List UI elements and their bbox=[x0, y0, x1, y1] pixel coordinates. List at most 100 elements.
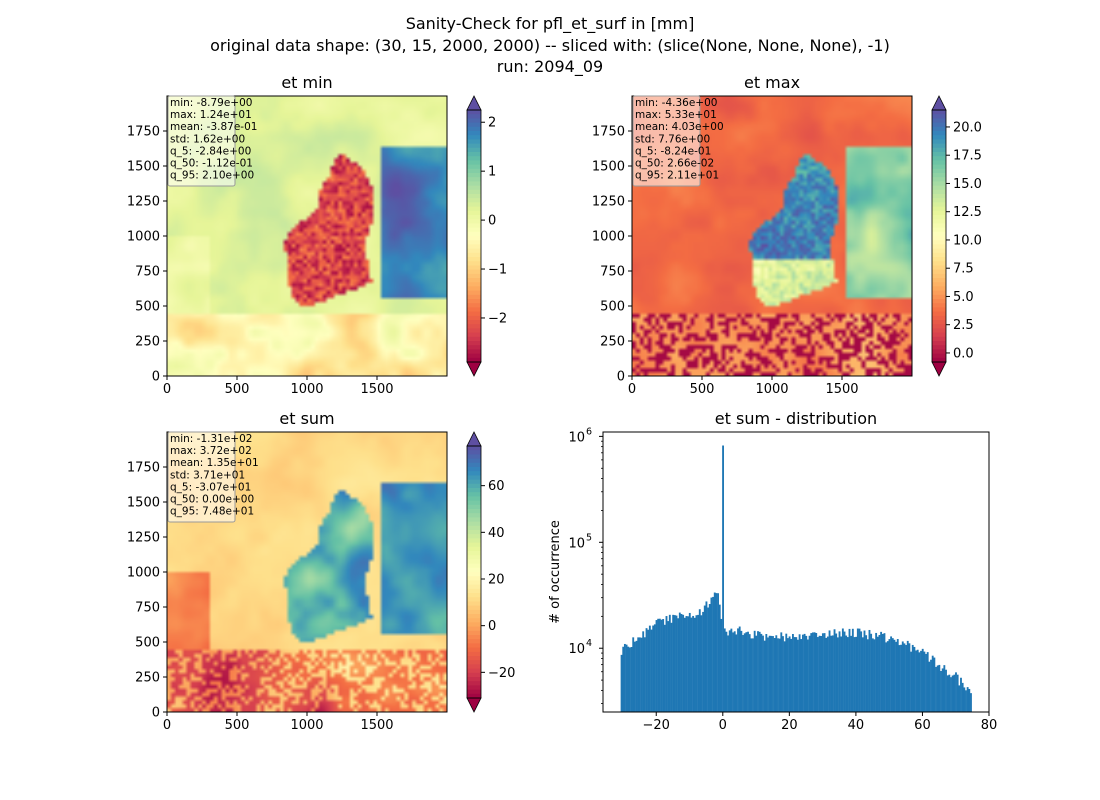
histogram-bar bbox=[763, 640, 766, 712]
stat-line: q_95: 2.11e+01 bbox=[635, 170, 719, 182]
y-tick-label: 750 bbox=[135, 601, 160, 616]
colorbar-segment bbox=[467, 160, 481, 166]
colorbar-tick-label: −1 bbox=[488, 263, 507, 278]
colorbar-segment bbox=[932, 357, 946, 363]
histogram-bar bbox=[765, 634, 768, 712]
colorbar-segment bbox=[932, 139, 946, 145]
colorbar-segment bbox=[467, 332, 481, 338]
colorbar-segment bbox=[467, 618, 481, 623]
colorbar-segment bbox=[467, 677, 481, 682]
y-axis-label: # of occurrence bbox=[548, 520, 563, 624]
histogram-bar bbox=[787, 638, 789, 712]
colorbar-segment bbox=[467, 118, 481, 124]
histogram-bar bbox=[628, 647, 631, 712]
histogram-bar bbox=[788, 636, 791, 712]
histogram-bar bbox=[732, 632, 734, 712]
histogram-bar bbox=[713, 592, 716, 712]
histogram-bar bbox=[965, 690, 967, 712]
x-axis: 0 500 1000 1500 bbox=[163, 712, 394, 733]
histogram-bar bbox=[755, 635, 758, 712]
histogram-bar bbox=[705, 601, 708, 712]
colorbar-segment bbox=[467, 467, 481, 472]
histogram-bar bbox=[757, 631, 759, 712]
histogram-bar bbox=[900, 644, 903, 712]
colorbar-segment bbox=[932, 244, 946, 250]
histogram-bar bbox=[778, 638, 781, 712]
histogram-bar bbox=[873, 639, 876, 712]
colorbar-segment bbox=[932, 135, 946, 140]
histogram-bar bbox=[955, 672, 957, 712]
histogram-bar bbox=[920, 650, 922, 712]
colorbar-segment bbox=[932, 126, 946, 132]
histogram-bar bbox=[916, 649, 919, 712]
histogram-bar bbox=[891, 638, 894, 712]
colorbar-segment bbox=[467, 483, 481, 489]
y-tick-label: 1000 bbox=[127, 230, 160, 245]
stats-box-bg bbox=[632, 95, 701, 187]
histogram-bar bbox=[687, 616, 690, 712]
y-axis: 0 250 500 750 1000 1250 1500 1750 bbox=[127, 461, 167, 721]
colorbar-segment bbox=[467, 328, 481, 334]
histogram-bar bbox=[893, 639, 896, 712]
histogram-bar bbox=[958, 685, 961, 712]
colorbar-segment bbox=[467, 349, 481, 355]
histogram-bar bbox=[667, 621, 670, 712]
colorbar-tick-label: 0 bbox=[488, 619, 496, 634]
colorbar-extend-max bbox=[931, 95, 947, 111]
histogram-bar bbox=[718, 604, 721, 712]
colorbar-segment bbox=[932, 269, 946, 275]
colorbar-segment bbox=[932, 164, 946, 170]
colorbar-frame bbox=[931, 109, 947, 363]
colorbar-segment bbox=[932, 282, 946, 287]
histogram-bar bbox=[777, 638, 779, 712]
colorbar-segment bbox=[467, 315, 481, 321]
histogram-bar bbox=[921, 648, 924, 712]
histogram-bar bbox=[815, 632, 818, 712]
histogram-bar bbox=[655, 620, 658, 712]
colorbar-segment bbox=[932, 202, 946, 208]
histogram-bar bbox=[826, 636, 829, 712]
colorbar-segment bbox=[932, 122, 946, 128]
histogram-bar bbox=[895, 641, 898, 712]
colorbar-segment bbox=[467, 601, 481, 607]
histogram-bar bbox=[695, 615, 698, 712]
y-tick-label: 1250 bbox=[592, 195, 625, 210]
histogram-bar bbox=[800, 639, 803, 712]
histogram-bar bbox=[923, 651, 926, 712]
colorbar-tick-label: 2 bbox=[488, 116, 496, 131]
histogram-bar bbox=[855, 636, 858, 712]
histogram-bar bbox=[637, 637, 640, 712]
colorbar-segment bbox=[932, 336, 946, 342]
histogram-bar bbox=[936, 665, 939, 712]
x-tick-label: 0 bbox=[163, 382, 171, 397]
y-tick-label: 750 bbox=[135, 265, 160, 280]
histogram-bar bbox=[833, 629, 836, 712]
colorbar-segment bbox=[467, 139, 481, 145]
colorbar-segment bbox=[467, 542, 481, 548]
y-tick-label: 1500 bbox=[592, 160, 625, 175]
colorbar-segment bbox=[467, 450, 481, 455]
colorbar-segment bbox=[932, 248, 946, 254]
colorbar-segment bbox=[467, 341, 481, 346]
histogram-bar bbox=[738, 626, 741, 712]
colorbar-segment bbox=[932, 311, 946, 317]
histogram-bar bbox=[870, 633, 873, 712]
colorbar-segment bbox=[932, 252, 946, 258]
colorbar-segment bbox=[467, 257, 481, 262]
colorbar-segment bbox=[467, 509, 481, 514]
colorbar-segment bbox=[932, 345, 946, 350]
colorbar-segment bbox=[932, 198, 946, 203]
figure-title-line-1: Sanity-Check for pfl_et_surf in [mm] bbox=[406, 14, 695, 34]
x-tick-label: 0 bbox=[163, 718, 171, 733]
colorbar-segment bbox=[932, 168, 946, 174]
histogram-bar bbox=[830, 635, 833, 712]
colorbar-segment bbox=[467, 240, 481, 245]
histogram-bar bbox=[821, 633, 824, 712]
colorbar-segment bbox=[467, 639, 481, 644]
stat-line: q_95: 2.10e+00 bbox=[170, 170, 254, 182]
colorbar-segment bbox=[467, 580, 481, 586]
colorbar-segment bbox=[467, 584, 481, 590]
x-tick-label: 0 bbox=[628, 382, 636, 397]
histogram-bar bbox=[818, 635, 821, 712]
x-tick-label: 1000 bbox=[290, 382, 323, 397]
